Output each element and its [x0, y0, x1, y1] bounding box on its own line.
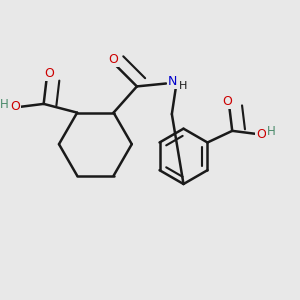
Text: O: O: [256, 128, 266, 141]
Text: H: H: [0, 98, 9, 111]
Text: H: H: [267, 125, 275, 138]
Text: O: O: [108, 53, 118, 66]
Text: O: O: [45, 68, 54, 80]
Text: O: O: [10, 100, 20, 113]
Text: N: N: [168, 75, 177, 88]
Text: O: O: [222, 95, 232, 108]
Text: H: H: [179, 81, 187, 91]
